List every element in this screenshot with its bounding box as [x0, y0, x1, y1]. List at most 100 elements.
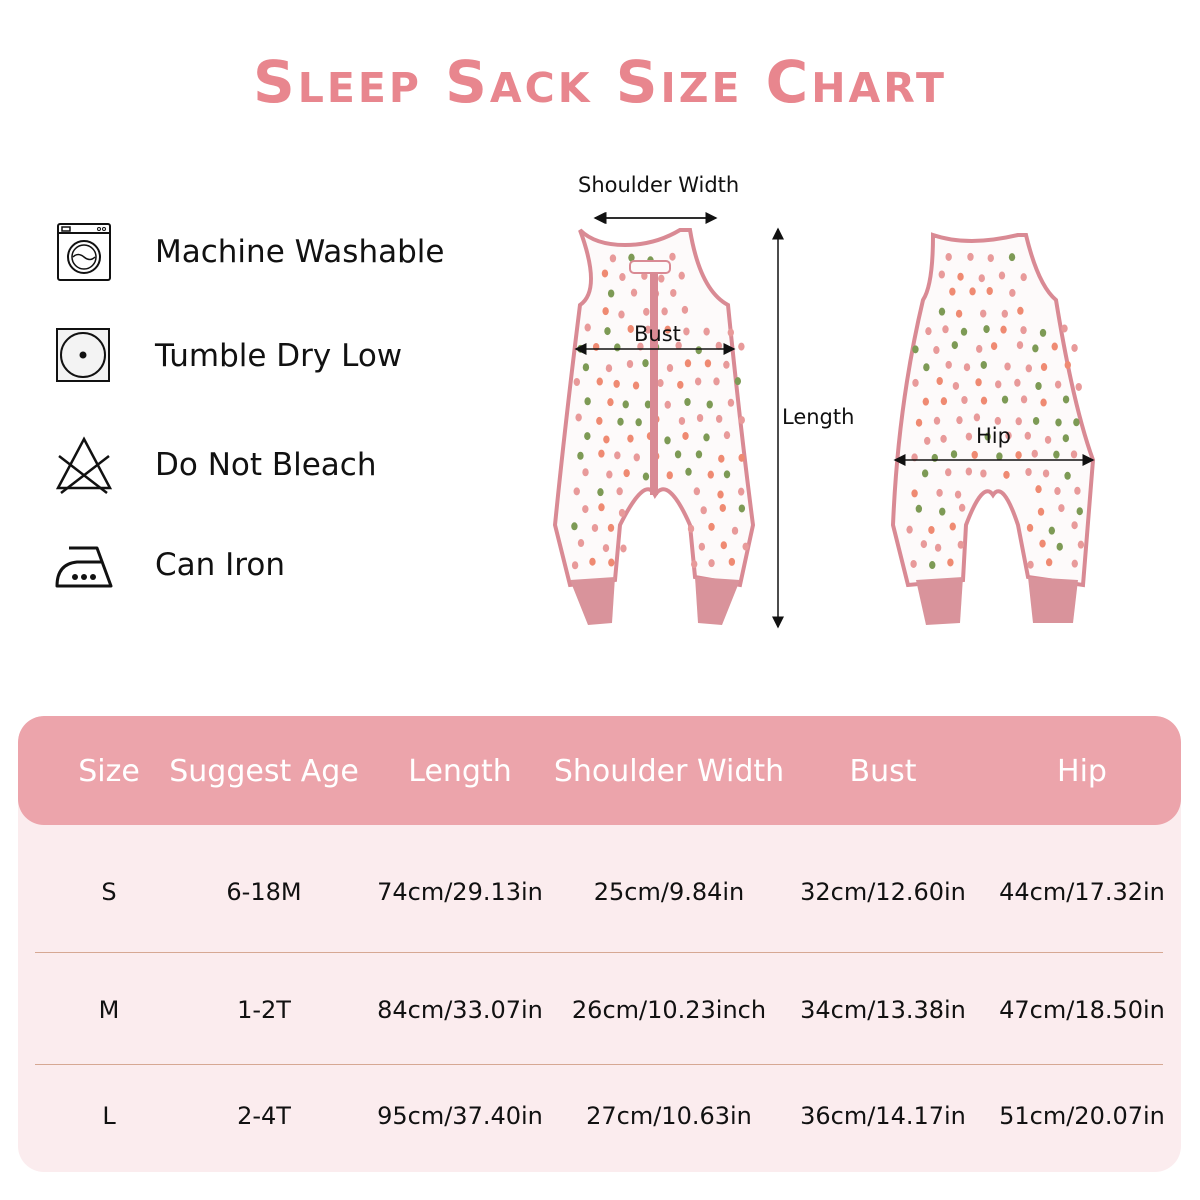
polka-dot: [980, 309, 987, 318]
polka-dot: [664, 436, 671, 445]
polka-dot: [906, 525, 913, 534]
sleep-sack-front-image: [552, 228, 756, 625]
polka-dot: [1040, 398, 1047, 407]
polka-dot: [608, 558, 615, 567]
polka-dot: [947, 558, 954, 567]
polka-dot: [933, 416, 941, 425]
cell-bust: 34cm/13.38in: [800, 996, 966, 1024]
polka-dot: [666, 364, 674, 373]
polka-dot: [973, 413, 981, 422]
polka-dot: [715, 414, 723, 423]
polka-dot: [938, 307, 946, 316]
cell-shoulder-width: 25cm/9.84in: [593, 878, 745, 906]
polka-dot: [969, 287, 976, 296]
polka-dot: [616, 487, 623, 496]
polka-dot: [936, 488, 943, 497]
polka-dot: [1009, 288, 1016, 297]
polka-dot: [731, 526, 739, 535]
polka-dot: [707, 470, 714, 479]
polka-dot: [670, 288, 677, 297]
polka-dot: [573, 377, 581, 386]
cell-length: 95cm/37.40in: [377, 1102, 543, 1130]
polka-dot: [1040, 363, 1048, 372]
polka-dot: [666, 471, 673, 480]
polka-dot: [912, 378, 919, 387]
polka-dot: [1073, 418, 1080, 427]
polka-dot: [1016, 341, 1024, 350]
polka-dot: [928, 525, 935, 534]
polka-dot: [1055, 418, 1062, 427]
polka-dot: [986, 287, 993, 296]
polka-dot: [630, 288, 638, 297]
polka-dot: [967, 252, 974, 261]
polka-dot: [1077, 540, 1085, 549]
polka-dot: [933, 346, 940, 355]
polka-dot: [945, 360, 952, 369]
polka-dot: [609, 254, 617, 263]
polka-dot: [1039, 539, 1046, 548]
polka-dot: [738, 342, 745, 351]
polka-dot: [912, 345, 919, 354]
cell-bust: 36cm/14.17in: [800, 1102, 966, 1130]
polka-dot: [708, 559, 715, 568]
polka-dot: [923, 363, 930, 372]
polka-dot: [628, 253, 635, 262]
polka-dot: [618, 310, 625, 319]
polka-dot: [613, 379, 620, 388]
polka-dot: [921, 469, 929, 478]
care-label: Machine Washable: [155, 234, 445, 270]
polka-dot: [1026, 523, 1034, 532]
polka-dot: [965, 467, 973, 476]
polka-dot: [678, 416, 686, 425]
polka-dot: [1024, 431, 1031, 440]
polka-dot: [1042, 469, 1050, 478]
polka-dot: [1054, 487, 1061, 496]
polka-dot: [1048, 526, 1056, 535]
polka-dot: [975, 378, 982, 387]
polka-dot: [995, 380, 1002, 389]
cell-hip: 51cm/20.07in: [999, 1102, 1165, 1130]
iron-icon: [55, 546, 113, 588]
polka-dot: [915, 504, 923, 513]
polka-dot: [976, 344, 983, 353]
polka-dot: [738, 416, 745, 425]
polka-dot: [925, 327, 932, 336]
polka-dot: [940, 434, 947, 443]
polka-dot: [582, 505, 589, 514]
polka-dot: [591, 523, 599, 532]
length-label: Length: [782, 405, 855, 429]
care-label: Do Not Bleach: [155, 447, 377, 483]
polka-dot: [742, 542, 749, 551]
polka-dot: [1062, 395, 1070, 404]
polka-dot: [571, 522, 578, 531]
polka-dot: [1075, 382, 1082, 391]
polka-dot: [632, 381, 640, 390]
polka-dot: [1054, 380, 1062, 389]
polka-dot: [596, 377, 603, 386]
polka-dot: [661, 307, 668, 316]
polka-dot: [958, 503, 966, 512]
care-item-can-iron: Can Iron: [55, 535, 505, 595]
polka-dot: [644, 325, 652, 334]
polka-dot: [942, 325, 949, 334]
cell-shoulder-width: 27cm/10.63in: [586, 1102, 752, 1130]
polka-dot: [713, 377, 720, 386]
polka-dot: [685, 467, 692, 476]
polka-dot: [1008, 253, 1016, 262]
polka-dot: [936, 377, 943, 386]
polka-dot: [1062, 434, 1070, 443]
polka-dot: [622, 400, 629, 409]
polka-dot: [617, 417, 624, 426]
polka-dot: [727, 398, 735, 407]
polka-dot: [963, 363, 971, 372]
polka-dot: [1015, 451, 1022, 460]
polka-dot: [727, 328, 735, 337]
polka-dot: [1051, 342, 1058, 351]
polka-dot: [598, 503, 605, 512]
cell-suggest-age: 2-4T: [237, 1102, 291, 1130]
care-item-do-not-bleach: Do Not Bleach: [55, 435, 505, 495]
polka-dot: [737, 487, 745, 496]
polka-dot: [1064, 471, 1071, 480]
polka-dot: [695, 450, 703, 459]
polka-dot: [1053, 450, 1060, 459]
